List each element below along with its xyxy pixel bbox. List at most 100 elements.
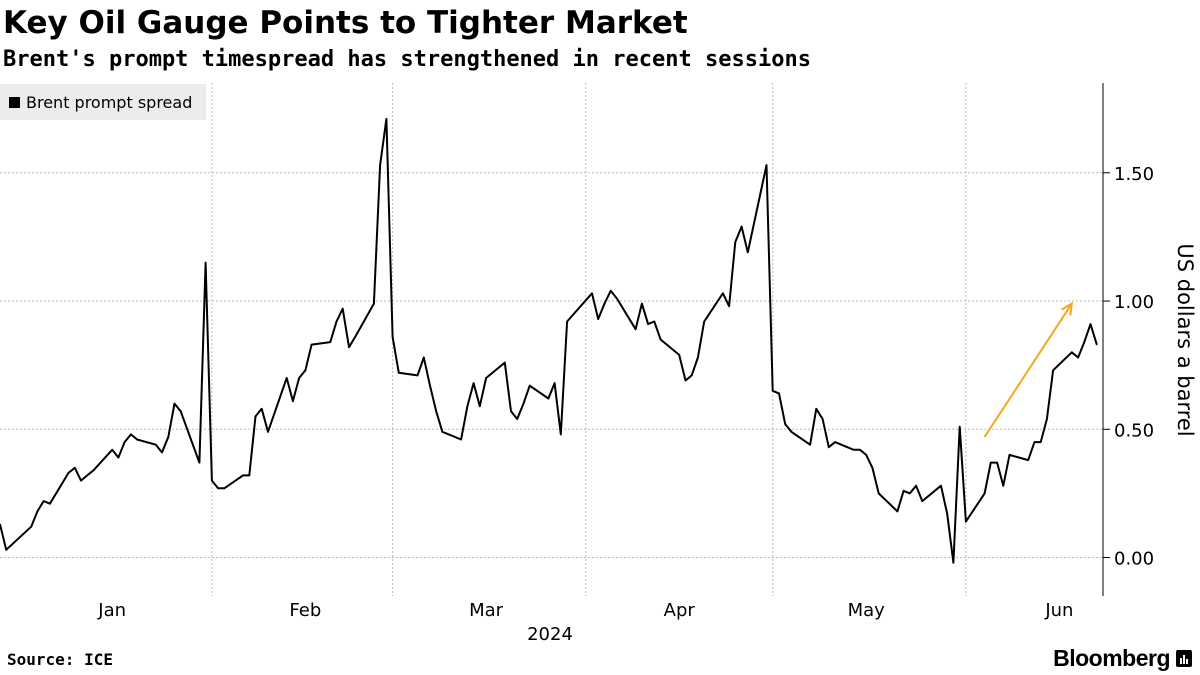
data-point	[996, 462, 998, 464]
data-point	[1002, 485, 1004, 487]
data-point	[36, 510, 39, 512]
data-point	[423, 356, 425, 359]
data-point	[205, 262, 207, 264]
data-point	[878, 492, 880, 494]
data-point	[136, 438, 138, 441]
legend-swatch	[9, 96, 20, 108]
annotation-arrowhead	[1061, 301, 1074, 316]
data-point	[828, 446, 830, 448]
data-point	[43, 500, 45, 502]
data-point	[74, 467, 76, 469]
x-tick-label: May	[848, 600, 886, 621]
data-point	[990, 462, 992, 464]
data-point	[248, 474, 250, 476]
data-point	[223, 487, 225, 489]
data-point	[441, 431, 443, 433]
x-tick-label: Jan	[97, 600, 126, 621]
data-point	[741, 226, 743, 228]
data-point	[660, 338, 662, 341]
data-point	[67, 472, 70, 474]
data-point	[267, 431, 269, 433]
data-point	[385, 118, 387, 120]
data-point	[180, 410, 182, 412]
data-point	[261, 408, 263, 410]
data-point	[778, 392, 780, 394]
data-point	[597, 318, 599, 320]
data-point	[522, 403, 525, 405]
data-point	[603, 303, 606, 305]
data-point	[653, 320, 655, 323]
legend-label: Brent prompt spread	[26, 92, 193, 112]
data-point	[117, 456, 119, 459]
data-point	[772, 390, 774, 392]
data-point	[485, 377, 487, 379]
data-point	[903, 490, 905, 492]
brand-wordmark: Bloomberg	[1053, 645, 1170, 671]
series-points	[0, 118, 1098, 564]
chart-title: Key Oil Gauge Points to Tighter Market	[3, 5, 688, 41]
data-point	[124, 441, 126, 443]
data-point	[173, 403, 176, 405]
data-point	[435, 410, 437, 412]
data-point	[217, 487, 219, 489]
data-point	[1040, 441, 1042, 443]
x-axis-labels: Jan Feb Mar Apr May Jun	[97, 600, 1073, 621]
data-point	[398, 372, 400, 374]
data-point	[641, 303, 643, 305]
data-point	[684, 379, 687, 382]
data-point	[0, 523, 1, 525]
data-point	[691, 374, 693, 376]
data-point	[379, 164, 381, 166]
data-point	[591, 292, 593, 294]
data-point	[1027, 459, 1029, 461]
y-tick-label: 0.00	[1114, 549, 1154, 570]
data-point	[859, 449, 861, 451]
data-point	[765, 164, 768, 166]
source-note: Source: ICE	[7, 650, 113, 669]
data-point	[1083, 341, 1085, 343]
data-point	[5, 549, 7, 551]
data-point	[155, 444, 157, 446]
data-point	[80, 480, 82, 482]
y-tick-label: 1.00	[1114, 292, 1154, 313]
data-point	[111, 449, 113, 451]
brand-logo: Bloomberg	[1053, 645, 1192, 672]
x-tick-label: Mar	[469, 600, 504, 621]
data-point	[242, 474, 244, 476]
data-point	[678, 354, 680, 356]
data-point	[952, 562, 955, 564]
data-point	[342, 308, 344, 310]
data-point	[965, 521, 967, 523]
y-tick-label: 0.50	[1114, 420, 1154, 441]
data-point	[354, 336, 356, 338]
data-point	[1052, 369, 1054, 371]
data-point	[460, 438, 462, 441]
data-point	[834, 441, 836, 443]
data-point	[547, 397, 550, 400]
data-point	[392, 336, 394, 338]
data-point	[329, 341, 331, 343]
x-axis-year-label: 2024	[527, 624, 573, 645]
data-point	[304, 369, 306, 371]
data-point	[940, 485, 942, 487]
data-point	[896, 510, 899, 512]
data-point	[311, 344, 313, 346]
data-point	[1077, 356, 1079, 359]
data-point	[921, 500, 923, 502]
gridlines	[0, 83, 1103, 596]
bloomberg-terminal-icon	[1176, 650, 1192, 667]
data-point	[167, 436, 169, 438]
x-tick-label: Jun	[1044, 600, 1073, 621]
data-point	[466, 405, 468, 407]
data-point	[1008, 454, 1011, 456]
data-point	[703, 320, 705, 323]
data-point	[292, 400, 294, 402]
data-point	[790, 431, 793, 433]
data-point	[416, 374, 419, 376]
data-point	[853, 449, 855, 451]
data-point	[984, 492, 986, 494]
data-point	[373, 303, 375, 305]
data-point	[815, 408, 817, 410]
data-point	[610, 290, 612, 292]
data-point	[784, 423, 786, 425]
